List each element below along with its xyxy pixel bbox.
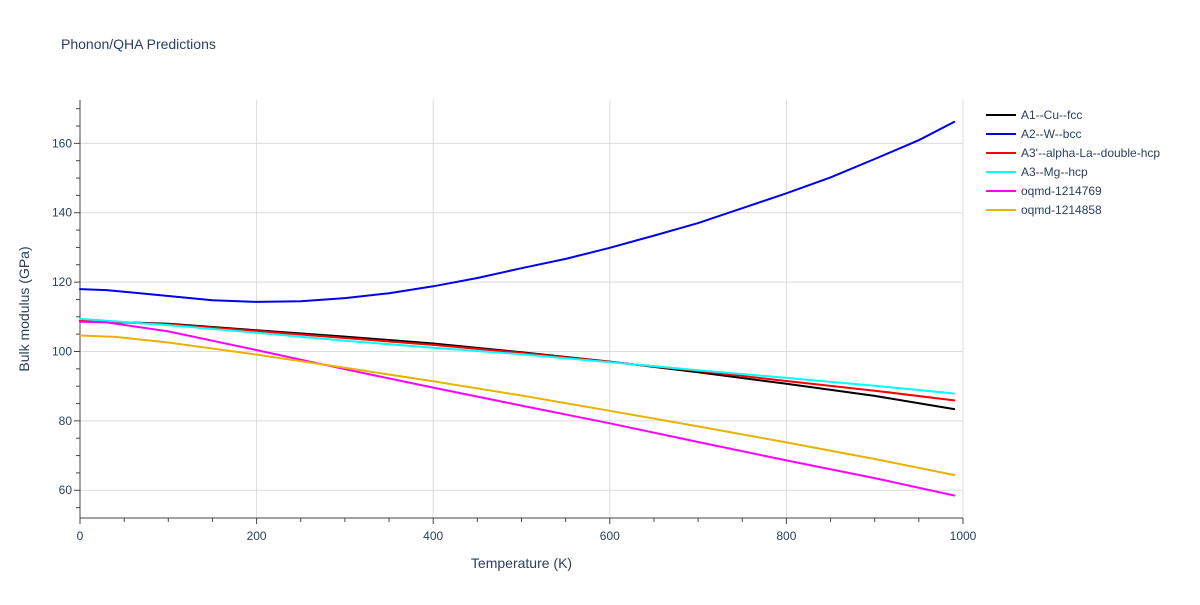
series-line-3[interactable] <box>79 317 956 395</box>
series-layer <box>79 120 956 497</box>
legend-label: A3--Mg--hcp <box>1021 165 1088 179</box>
legend-item-0[interactable]: A1--Cu--fcc <box>986 108 1082 122</box>
legend-label: oqmd-1214769 <box>1021 184 1102 198</box>
y-tick-label: 80 <box>59 414 73 428</box>
legend-item-2[interactable]: A3'--alpha-La--double-hcp <box>986 146 1160 160</box>
grid-layer <box>80 100 964 518</box>
legend-item-3[interactable]: A3--Mg--hcp <box>986 165 1088 179</box>
y-tick-label: 60 <box>59 483 73 497</box>
legend-label: oqmd-1214858 <box>1021 203 1102 217</box>
x-tick-label: 0 <box>77 529 84 543</box>
series-line-4[interactable] <box>79 320 956 497</box>
x-tick-label: 400 <box>423 529 443 543</box>
x-tick-label: 200 <box>247 529 267 543</box>
x-axis-title: Temperature (K) <box>471 555 572 571</box>
y-tick-label: 140 <box>52 206 72 220</box>
x-tick-label: 600 <box>600 529 620 543</box>
y-tick-label: 100 <box>52 344 72 358</box>
legend-item-5[interactable]: oqmd-1214858 <box>986 203 1102 217</box>
y-axis-title: Bulk modulus (GPa) <box>16 246 32 371</box>
x-tick-label: 1000 <box>950 529 977 543</box>
series-line-2[interactable] <box>79 319 956 402</box>
legend-item-4[interactable]: oqmd-1214769 <box>986 184 1102 198</box>
legend-label: A1--Cu--fcc <box>1021 108 1082 122</box>
legend-label: A3'--alpha-La--double-hcp <box>1021 146 1160 160</box>
series-line-5[interactable] <box>79 334 956 476</box>
x-tick-label: 800 <box>776 529 796 543</box>
y-tick-label: 160 <box>52 136 72 150</box>
y-tick-label: 120 <box>52 275 72 289</box>
legend-label: A2--W--bcc <box>1021 127 1081 141</box>
series-line-0[interactable] <box>79 320 956 411</box>
chart-title: Phonon/QHA Predictions <box>61 36 216 52</box>
series-line-1[interactable] <box>79 120 956 303</box>
axis-layer: 0 200 400 600 800 1000 60 80 100 120 140 160 <box>52 100 977 543</box>
legend-item-1[interactable]: A2--W--bcc <box>986 127 1081 141</box>
legend[interactable]: A1--Cu--fcc A2--W--bcc A3'--alpha-La--doub… <box>986 108 1160 217</box>
